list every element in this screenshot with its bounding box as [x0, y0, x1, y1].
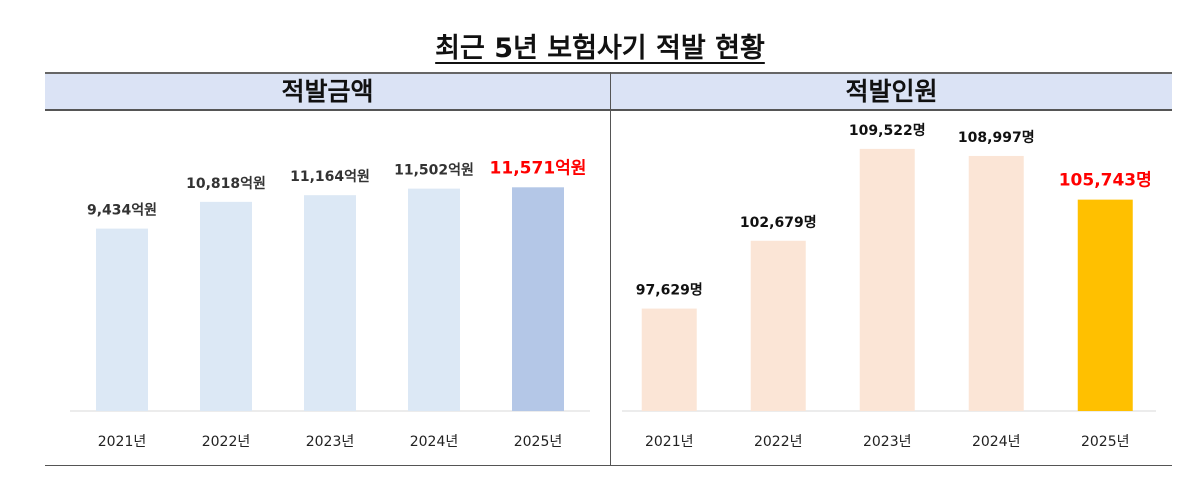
figure-title: 최근 5년 보험사기 적발 현황: [0, 26, 1200, 65]
x-tick-label: 2025년: [514, 434, 563, 450]
bar-2023년: [304, 195, 356, 411]
data-label: 11,502억원: [394, 163, 474, 179]
bar-2024년: [968, 155, 1024, 411]
bar-2025년: [512, 187, 564, 411]
bar-2021년: [96, 228, 148, 411]
x-tick-label: 2021년: [645, 434, 694, 450]
right-chart-title: 적발인원: [845, 77, 938, 106]
x-tick-label: 2023년: [306, 434, 355, 450]
bar-2023년: [859, 148, 915, 411]
bar-2021년: [641, 308, 697, 411]
data-label: 102,679명: [740, 214, 817, 231]
title-text: 최근 5년 보험사기 적발 현황: [435, 33, 765, 64]
x-tick-label: 2022년: [754, 434, 803, 450]
x-tick-label: 2025년: [1081, 434, 1130, 450]
data-label: 11,571억원: [490, 158, 587, 178]
x-tick-label: 2023년: [863, 434, 912, 450]
x-tick-label: 2021년: [98, 434, 147, 450]
bar-2024년: [408, 188, 460, 411]
bar-2022년: [750, 240, 806, 411]
data-label: 11,164억원: [290, 169, 370, 185]
right-header: 적발인원: [611, 72, 1172, 111]
x-tick-label: 2022년: [202, 434, 251, 450]
data-label: 9,434억원: [87, 203, 157, 219]
x-tick-label: 2024년: [410, 434, 459, 450]
bottom-border: [45, 465, 1172, 466]
x-tick-label: 2024년: [972, 434, 1021, 450]
left-header: 적발금액: [45, 72, 610, 111]
data-label: 105,743명: [1059, 171, 1152, 191]
panel-divider: [610, 72, 611, 465]
bar-2025년: [1077, 199, 1133, 411]
data-label: 97,629명: [636, 282, 703, 299]
left-chart-title: 적발금액: [281, 77, 374, 106]
data-label: 109,522명: [849, 122, 926, 139]
data-label: 108,997명: [958, 129, 1035, 146]
data-label: 10,818억원: [186, 176, 266, 192]
bar-2022년: [200, 201, 252, 411]
